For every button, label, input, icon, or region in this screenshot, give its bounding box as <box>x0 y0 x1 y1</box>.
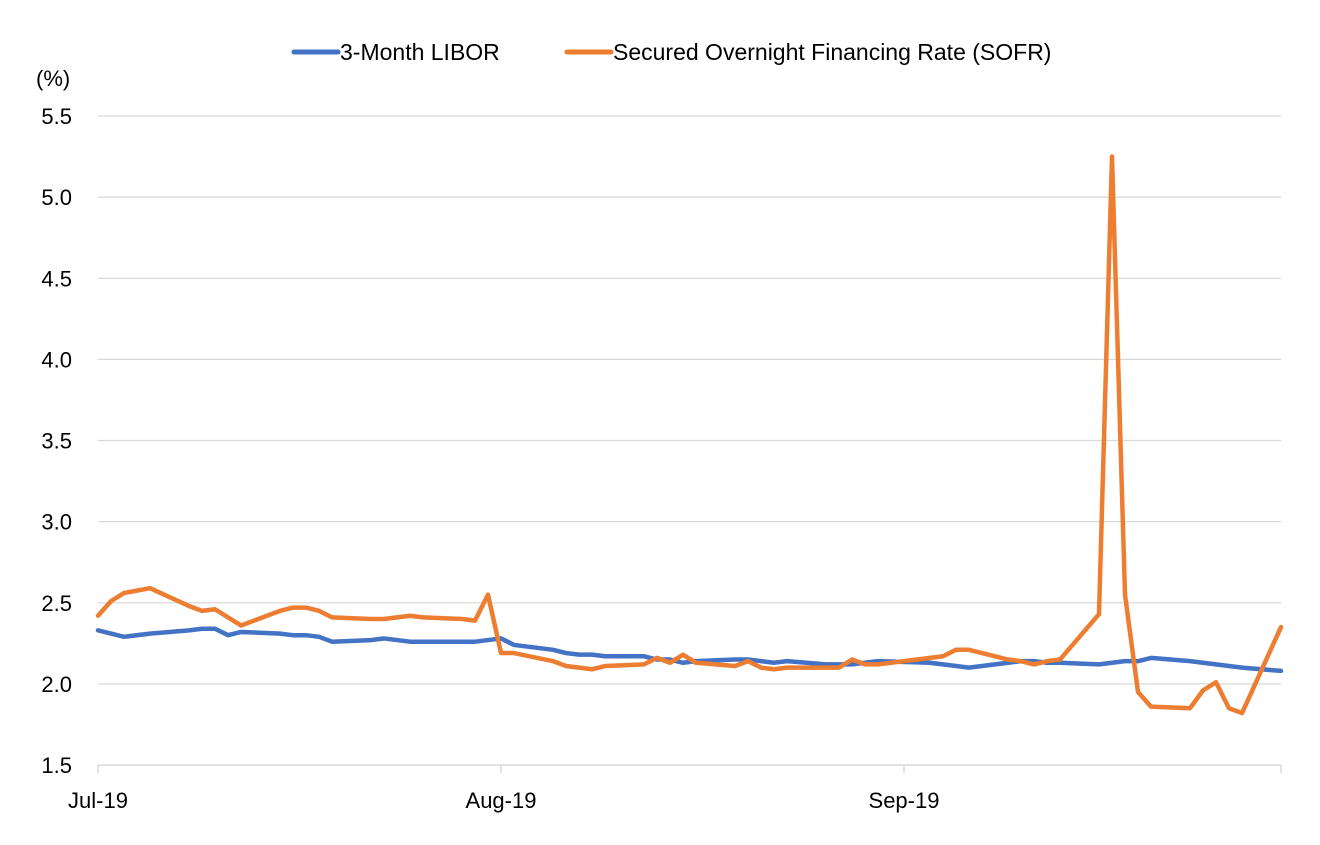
y-tick-label: 3.5 <box>41 429 72 454</box>
series-line-sofr <box>95 154 1284 716</box>
y-tick-label: 4.0 <box>41 347 72 372</box>
gridlines <box>98 115 1281 685</box>
series-lines <box>95 154 1284 716</box>
y-tick-label: 4.5 <box>41 266 72 291</box>
series-line-libor <box>95 626 1284 674</box>
y-axis-unit-label: (%) <box>36 66 70 91</box>
x-tick-label: Aug-19 <box>466 788 537 813</box>
legend-label-sofr: Secured Overnight Financing Rate (SOFR) <box>613 39 1051 65</box>
x-tick-label: Sep-19 <box>869 788 940 813</box>
y-tick-label: 1.5 <box>41 753 72 778</box>
y-tick-label: 5.5 <box>41 104 72 129</box>
y-tick-label: 2.5 <box>41 591 72 616</box>
x-tick-label: Jul-19 <box>68 788 128 813</box>
x-axis: Jul-19 Aug-19 Sep-19 <box>68 765 1282 813</box>
y-tick-label: 5.0 <box>41 185 72 210</box>
y-axis: 1.5 2.0 2.5 3.0 3.5 4.0 4.5 5.0 5.5 <box>41 104 72 778</box>
y-tick-label: 2.0 <box>41 672 72 697</box>
y-tick-label: 3.0 <box>41 510 72 535</box>
legend: 3-Month LIBOR Secured Overnight Financin… <box>291 39 1051 65</box>
legend-label-libor: 3-Month LIBOR <box>340 39 500 65</box>
